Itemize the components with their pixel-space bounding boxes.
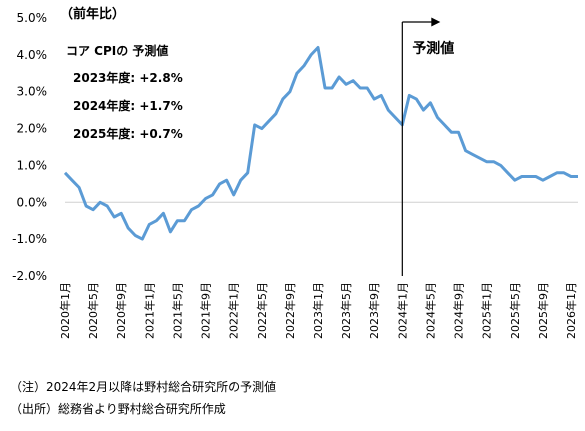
y-tick-label: 4.0% (17, 48, 48, 62)
y-tick-label: 5.0% (17, 11, 48, 25)
x-tick-label: 2021年5月 (170, 282, 184, 339)
x-tick-label: 2023年5月 (339, 282, 353, 339)
x-tick-label: 2025年1月 (480, 282, 494, 339)
forecast-arrow-head (431, 17, 441, 27)
footnotes: （注）2024年2月以降は野村総合研究所の予測値 （出所）総務省より野村総合研究… (10, 376, 276, 420)
series-layer (63, 46, 578, 241)
y-tick-label: -1.0% (12, 232, 47, 246)
y-axis: 5.0% 4.0% 3.0% 2.0% 1.0% 0.0% -1.0% -2.0% (12, 11, 47, 283)
footnote-forecast: （注）2024年2月以降は野村総合研究所の予測値 (10, 380, 277, 394)
x-tick-label: 2020年5月 (86, 282, 100, 339)
annotation-line: 2025年度: +0.7% (73, 126, 183, 141)
x-tick-label: 2025年5月 (508, 282, 522, 339)
series-line (63, 46, 578, 241)
unit-label: （前年比） (60, 6, 125, 22)
x-tick-label: 2022年1月 (227, 282, 241, 339)
y-tick-label: 0.0% (17, 195, 48, 209)
annotation-line: 2023年度: +2.8% (73, 70, 183, 85)
x-tick-label: 2024年9月 (452, 282, 466, 339)
forecast-annotation: コア CPIの 予測値 2023年度: +2.8% 2024年度: +1.7% … (66, 43, 183, 141)
y-tick-label: 1.0% (17, 158, 48, 172)
x-tick-label: 2022年5月 (255, 282, 269, 339)
x-tick-label: 2021年9月 (199, 282, 213, 339)
x-tick-label: 2026年1月 (564, 282, 578, 339)
x-axis: 2020年1月 2020年5月 2020年9月 2021年1月 2021年5月 2021年… (58, 282, 578, 339)
y-tick-label: 3.0% (17, 85, 48, 99)
x-tick-label: 2025年9月 (536, 282, 550, 339)
x-tick-label: 2024年1月 (395, 282, 409, 339)
footnote-source: （出所）総務省より野村総合研究所作成 (10, 402, 226, 416)
x-tick-label: 2024年5月 (423, 282, 437, 339)
x-tick-label: 2020年9月 (114, 282, 128, 339)
annotation-line: 2024年度: +1.7% (73, 98, 183, 113)
y-tick-label: -2.0% (12, 269, 47, 283)
x-tick-label: 2023年9月 (367, 282, 381, 339)
y-tick-label: 2.0% (17, 122, 48, 136)
x-tick-label: 2020年1月 (58, 282, 72, 339)
x-tick-label: 2023年1月 (311, 282, 325, 339)
x-tick-label: 2022年9月 (283, 282, 297, 339)
annotation-title: コア CPIの 予測値 (66, 43, 168, 58)
cpi-line-chart: （前年比） 5.0% 4.0% 3.0% 2.0% 1.0% 0.0% -1.0% -2.0%… (12, 6, 578, 339)
x-tick-label: 2021年1月 (142, 282, 156, 339)
forecast-label: 予測値 (412, 40, 454, 57)
